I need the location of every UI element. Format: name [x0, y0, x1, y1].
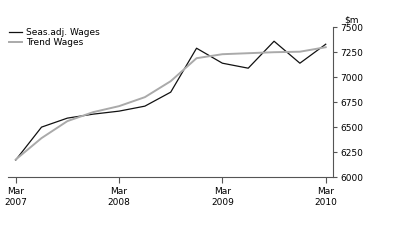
Line: Trend Wages: Trend Wages: [16, 47, 326, 160]
Seas.adj. Wages: [323, 43, 328, 46]
Trend Wages: [65, 120, 70, 123]
Trend Wages: [117, 105, 121, 108]
Seas.adj. Wages: [65, 117, 70, 119]
Trend Wages: [13, 158, 18, 161]
Seas.adj. Wages: [143, 105, 147, 108]
Seas.adj. Wages: [246, 67, 251, 69]
Legend: Seas.adj. Wages, Trend Wages: Seas.adj. Wages, Trend Wages: [9, 28, 100, 47]
Trend Wages: [323, 46, 328, 49]
Seas.adj. Wages: [13, 159, 18, 161]
Seas.adj. Wages: [168, 91, 173, 94]
Trend Wages: [272, 51, 276, 54]
Trend Wages: [246, 52, 251, 54]
Seas.adj. Wages: [194, 47, 199, 49]
Seas.adj. Wages: [297, 62, 302, 64]
Seas.adj. Wages: [91, 113, 96, 116]
Line: Seas.adj. Wages: Seas.adj. Wages: [16, 41, 326, 160]
Trend Wages: [168, 80, 173, 83]
Trend Wages: [220, 53, 225, 56]
Seas.adj. Wages: [117, 110, 121, 113]
Seas.adj. Wages: [220, 62, 225, 64]
Trend Wages: [39, 137, 44, 139]
Trend Wages: [297, 50, 302, 53]
Seas.adj. Wages: [272, 40, 276, 43]
Text: $m: $m: [344, 15, 358, 25]
Trend Wages: [194, 57, 199, 59]
Trend Wages: [91, 111, 96, 114]
Seas.adj. Wages: [39, 126, 44, 128]
Trend Wages: [143, 96, 147, 99]
